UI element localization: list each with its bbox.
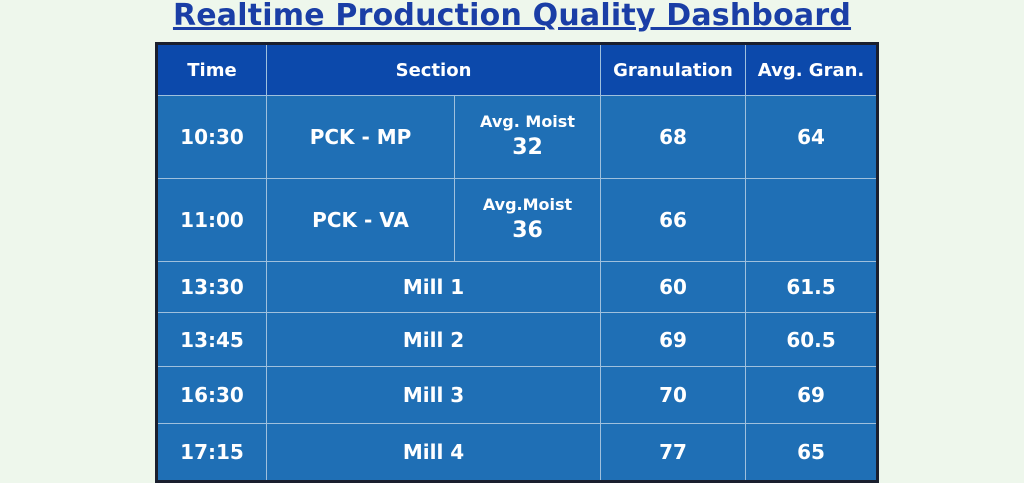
granulation-cell: 66 [600,178,747,263]
time-cell: 10:30 [156,94,267,180]
section-cell: Mill 2 [265,311,602,368]
time-cell: 13:30 [156,261,267,313]
time-cell: 17:15 [156,423,267,482]
avg-gran-cell: 69 [745,366,879,425]
moist-value: 32 [512,135,543,161]
avg-gran-cell: 61.5 [745,261,879,313]
granulation-cell: 77 [600,423,747,482]
time-cell: 11:00 [156,178,267,263]
header-granulation: Granulation [600,43,747,96]
section-cell: Mill 4 [265,423,602,482]
table-row: 10:30 PCK - MP Avg. Moist 32 68 64 [156,94,879,180]
section-cell: PCK - MP [266,94,455,180]
table-row: 17:15 Mill 4 77 65 [156,423,879,482]
page-title: Realtime Production Quality Dashboard [172,0,852,33]
avg-gran-cell [745,178,879,263]
moist-cell: Avg.Moist 36 [453,178,602,263]
granulation-cell: 68 [600,94,747,180]
avg-gran-cell: 60.5 [745,311,879,368]
avg-gran-cell: 64 [745,94,879,180]
time-cell: 16:30 [156,366,267,425]
table-row: 11:00 PCK - VA Avg.Moist 36 66 [156,178,879,263]
section-cell: PCK - VA [266,178,455,263]
section-cell: Mill 1 [265,261,602,313]
table-header-row: Time Section Granulation Avg. Gran. [156,43,879,96]
header-avg-gran: Avg. Gran. [745,43,879,96]
avg-gran-cell: 65 [745,423,879,482]
granulation-cell: 69 [600,311,747,368]
quality-table: Time Section Granulation Avg. Gran. 10:3… [155,42,880,483]
header-time: Time [156,43,267,96]
table-row: 16:30 Mill 3 70 69 [156,366,879,425]
table-row: 13:45 Mill 2 69 60.5 [156,311,879,368]
time-cell: 13:45 [156,311,267,368]
moist-cell: Avg. Moist 32 [453,94,602,180]
table-row: 13:30 Mill 1 60 61.5 [156,261,879,313]
moist-value: 36 [512,218,543,244]
granulation-cell: 60 [600,261,747,313]
moist-label: Avg. Moist [480,112,575,132]
header-section: Section [265,43,602,96]
moist-label: Avg.Moist [482,195,573,215]
granulation-cell: 70 [600,366,747,425]
section-cell: Mill 3 [265,366,602,425]
